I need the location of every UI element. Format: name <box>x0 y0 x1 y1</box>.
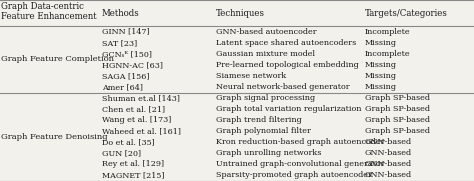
Text: Neural network-based generator: Neural network-based generator <box>216 83 349 91</box>
Text: Shuman et.al [143]: Shuman et.al [143] <box>102 94 180 102</box>
Text: Latent space shared autoencoders: Latent space shared autoencoders <box>216 39 356 47</box>
Text: GINN [147]: GINN [147] <box>102 28 149 36</box>
Text: GNN-based autoencoder: GNN-based autoencoder <box>216 28 316 36</box>
Text: Chen et al. [21]: Chen et al. [21] <box>102 105 165 113</box>
Text: Incomplete: Incomplete <box>365 50 410 58</box>
Text: Untrained graph-convolutional generator: Untrained graph-convolutional generator <box>216 160 384 168</box>
Text: Graph Data-centric
Feature Enhancement: Graph Data-centric Feature Enhancement <box>1 2 97 21</box>
Text: Pre-learned topological embedding: Pre-learned topological embedding <box>216 61 358 69</box>
Text: Graph Feature Denoising: Graph Feature Denoising <box>1 133 108 141</box>
Text: MAGNET [215]: MAGNET [215] <box>102 171 164 180</box>
Text: Graph trend filtering: Graph trend filtering <box>216 116 301 124</box>
Text: GNN-based: GNN-based <box>365 171 412 180</box>
Text: Graph SP-based: Graph SP-based <box>365 105 430 113</box>
Text: Amer [64]: Amer [64] <box>102 83 143 91</box>
Text: Graph Feature Completion: Graph Feature Completion <box>1 55 114 63</box>
Text: Graph total variation regularization: Graph total variation regularization <box>216 105 361 113</box>
Text: Sparsity-promoted graph autoencoder: Sparsity-promoted graph autoencoder <box>216 171 372 180</box>
Text: HGNN-AC [63]: HGNN-AC [63] <box>102 61 163 69</box>
Text: Graph SP-based: Graph SP-based <box>365 127 430 135</box>
Text: Missing: Missing <box>365 39 397 47</box>
Text: GCNₛᴷ [150]: GCNₛᴷ [150] <box>102 50 152 58</box>
Text: Rey et al. [129]: Rey et al. [129] <box>102 160 164 168</box>
Text: Graph unrolling networks: Graph unrolling networks <box>216 149 321 157</box>
Text: Graph signal processing: Graph signal processing <box>216 94 315 102</box>
Text: Siamese network: Siamese network <box>216 72 286 80</box>
Text: Incomplete: Incomplete <box>365 28 410 36</box>
Text: Gaussian mixture model: Gaussian mixture model <box>216 50 315 58</box>
Text: Techniques: Techniques <box>216 9 264 18</box>
Text: GUN [20]: GUN [20] <box>102 149 141 157</box>
Text: GNN-based: GNN-based <box>365 149 412 157</box>
Text: Graph SP-based: Graph SP-based <box>365 116 430 124</box>
Text: Waheed et al. [161]: Waheed et al. [161] <box>102 127 181 135</box>
Text: Missing: Missing <box>365 61 397 69</box>
Text: GNN-based: GNN-based <box>365 160 412 168</box>
Text: GNN-based: GNN-based <box>365 138 412 146</box>
Text: Methods: Methods <box>102 9 140 18</box>
Text: SAT [23]: SAT [23] <box>102 39 137 47</box>
Text: SAGA [156]: SAGA [156] <box>102 72 149 80</box>
Text: Do et al. [35]: Do et al. [35] <box>102 138 155 146</box>
Text: Wang et al. [173]: Wang et al. [173] <box>102 116 171 124</box>
Text: Missing: Missing <box>365 72 397 80</box>
Text: Targets/Categories: Targets/Categories <box>365 9 448 18</box>
Text: Kron reduction-based graph autoencoder: Kron reduction-based graph autoencoder <box>216 138 384 146</box>
Text: Missing: Missing <box>365 83 397 91</box>
Text: Graph SP-based: Graph SP-based <box>365 94 430 102</box>
Text: Graph polynomial filter: Graph polynomial filter <box>216 127 310 135</box>
